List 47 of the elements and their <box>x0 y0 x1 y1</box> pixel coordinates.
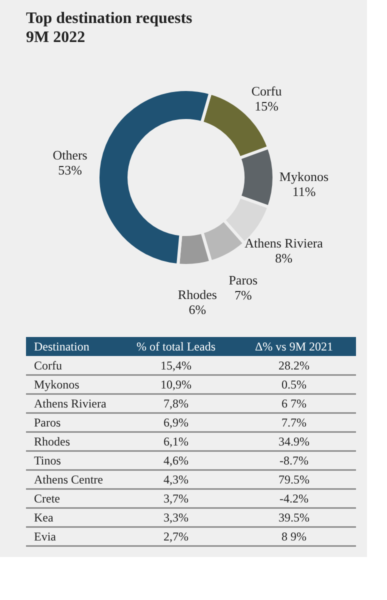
text: 4,6% <box>164 454 188 468</box>
text: 7,8% <box>164 396 188 410</box>
text: Evia <box>34 530 57 544</box>
text: 2,7% <box>164 530 188 544</box>
text: 3,3% <box>164 510 188 524</box>
text: 39.5% <box>278 510 310 524</box>
slice-label: Others <box>52 148 88 163</box>
text: Tinos <box>34 454 62 468</box>
text: Corfu <box>34 358 62 372</box>
slice-label: Athens Riviera <box>244 236 324 251</box>
slice-label: Mykonos <box>279 169 329 184</box>
text: Destination <box>34 340 90 354</box>
data-label: 7% <box>234 288 252 303</box>
text: Athens Riviera <box>34 396 107 410</box>
text: Rhodes <box>34 434 70 448</box>
text: 15,4% <box>160 358 192 372</box>
text: 34.9% <box>278 434 310 448</box>
chart-subtitle: 9M 2022 <box>26 29 86 46</box>
text: 7.7% <box>282 416 306 430</box>
text: 6,9% <box>164 416 188 430</box>
text: -8.7% <box>280 454 308 468</box>
text: 6 7% <box>282 396 306 410</box>
data-label: 53% <box>58 162 82 178</box>
text: Kea <box>34 510 54 524</box>
text: Crete <box>34 492 60 506</box>
data-label: 6% <box>188 302 206 317</box>
text: 4,3% <box>164 472 188 486</box>
slice-label: Paros <box>228 272 258 288</box>
text: Athens Centre <box>34 472 103 486</box>
text: 28.2% <box>278 358 310 372</box>
slice-label: Corfu <box>251 83 282 98</box>
text: 0.5% <box>282 378 306 392</box>
data-label: 11% <box>292 184 316 200</box>
data-label: 15% <box>254 98 279 114</box>
text: 6,1% <box>164 434 188 448</box>
text: 10,9% <box>160 378 192 392</box>
text: 3,7% <box>164 492 188 506</box>
text: 8 9% <box>282 530 306 544</box>
text: % of total Leads <box>136 340 216 354</box>
data-label: 8% <box>275 250 293 266</box>
text: Δ% vs 9M 2021 <box>254 340 334 354</box>
slice-label: Rhodes <box>178 286 217 302</box>
text: Mykonos <box>34 378 80 392</box>
text: 79.5% <box>278 472 310 486</box>
text: -4.2% <box>280 492 308 506</box>
text: Paros <box>34 416 61 430</box>
chart-title: Top destination requests <box>26 10 192 27</box>
